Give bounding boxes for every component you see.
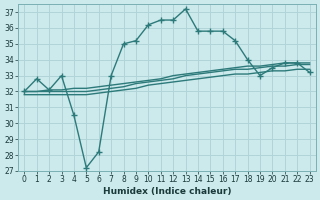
X-axis label: Humidex (Indice chaleur): Humidex (Indice chaleur) [103, 187, 231, 196]
